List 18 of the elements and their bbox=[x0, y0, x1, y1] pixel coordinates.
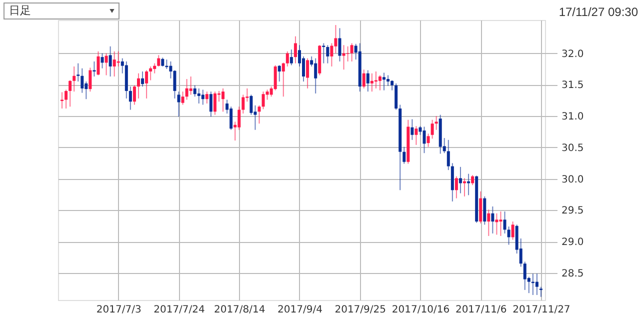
x-tick-label: 2017/7/3 bbox=[96, 304, 142, 316]
y-tick-label: 32.0 bbox=[562, 48, 584, 60]
y-tick-label: 30.5 bbox=[562, 142, 584, 154]
x-tick-label: 2017/9/25 bbox=[334, 304, 386, 316]
x-tick-label: 2017/10/16 bbox=[392, 304, 450, 316]
y-tick-label: 31.5 bbox=[562, 80, 584, 92]
x-tick-label: 2017/11/6 bbox=[455, 304, 507, 316]
y-tick-label: 29.0 bbox=[562, 237, 584, 248]
y-tick-label: 30.0 bbox=[562, 174, 584, 186]
y-tick-label: 29.5 bbox=[562, 206, 584, 217]
y-tick-label: 31.0 bbox=[562, 112, 584, 123]
x-tick-label: 2017/7/24 bbox=[154, 304, 205, 316]
text: 日足 bbox=[9, 4, 31, 17]
y-tick-label: 28.5 bbox=[562, 268, 584, 280]
text: 17/11/27 09:30 bbox=[558, 5, 638, 19]
x-tick-label: 2017/11/27 bbox=[512, 304, 570, 316]
x-tick-label: 2017/8/14 bbox=[214, 304, 266, 316]
x-tick-label: 2017/9/4 bbox=[278, 304, 322, 316]
